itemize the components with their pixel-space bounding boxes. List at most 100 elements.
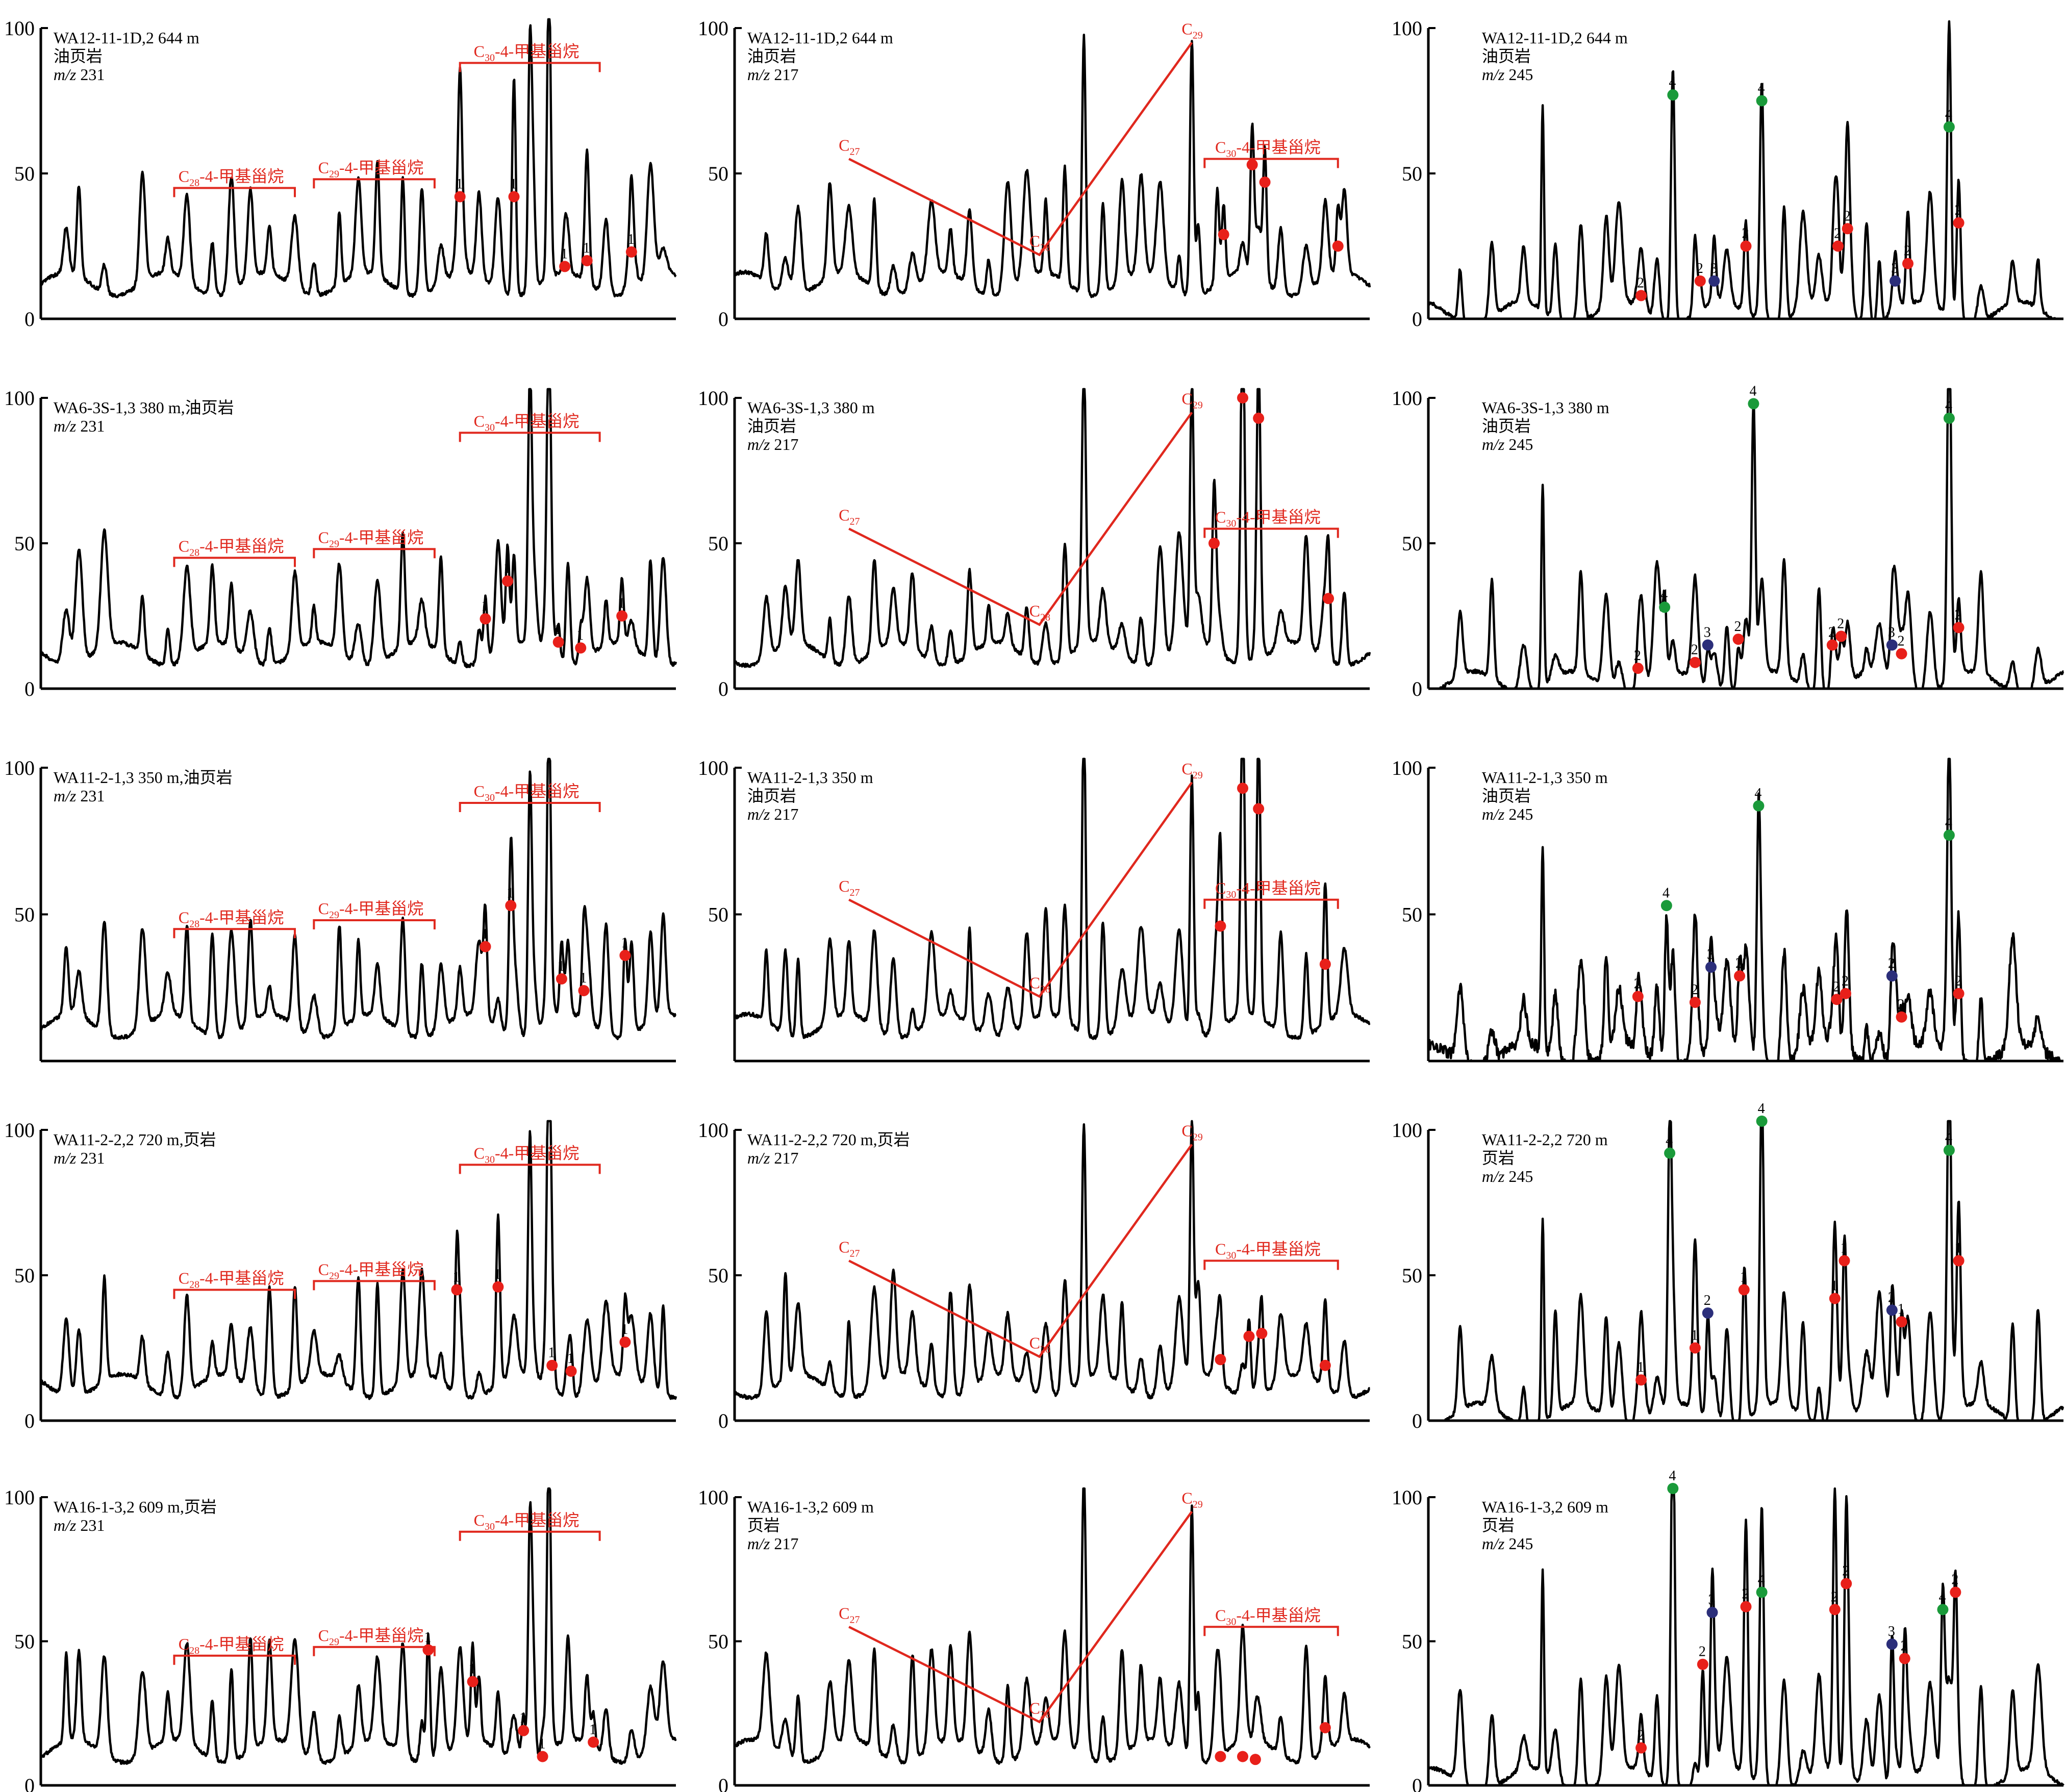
peak-marker xyxy=(578,985,590,996)
peak-number: 1 xyxy=(1740,1270,1747,1285)
chromatogram-trace xyxy=(734,1120,1371,1400)
bracket-1: C28-4-甲基甾烷 xyxy=(173,1269,296,1299)
mz-label: m/z 217 xyxy=(747,805,798,823)
chromatogram-trace xyxy=(1427,1120,2064,1422)
peak-number: 4 xyxy=(1663,885,1670,901)
peak-number: 1 xyxy=(469,1661,476,1677)
peak-number: 1 xyxy=(589,1722,596,1737)
peak-number: 1 xyxy=(621,1322,628,1337)
peak-number: 4 xyxy=(1669,74,1676,90)
peak-marker xyxy=(505,900,517,912)
carbon-label: C27 xyxy=(839,1604,860,1625)
chart-panel-10: 0 50 100 WA11-2-2,2 720 m,页岩m/z 231 C28-4-甲基… xyxy=(4,1119,677,1432)
peak-number: 3 xyxy=(1710,261,1717,276)
bracket-1: C30-4-甲基甾烷 xyxy=(1203,1240,1339,1270)
bracket-label: C30-4-甲基甾烷 xyxy=(1215,508,1321,529)
mz-label: m/z 245 xyxy=(1482,1167,1533,1185)
y-tick-label: 100 xyxy=(4,17,35,40)
carbon-label: C27 xyxy=(839,506,860,527)
peak-marker xyxy=(1689,997,1701,1008)
peak-number: 1 xyxy=(548,1345,555,1361)
peak-number: 2 xyxy=(1842,1563,1849,1579)
peak-number: 1 xyxy=(507,885,514,901)
peak-marker xyxy=(1950,1586,1961,1598)
y-tick-label: 0 xyxy=(718,677,728,700)
peak-marker xyxy=(1708,275,1720,287)
lithology-label: 页岩 xyxy=(1482,1516,1515,1534)
peak-marker xyxy=(1705,962,1717,973)
y-tick-label: 50 xyxy=(1402,1264,1422,1287)
bracket-label: C30-4-甲基甾烷 xyxy=(474,42,580,63)
y-tick-label: 100 xyxy=(1392,387,1422,410)
carbon-label: C27 xyxy=(839,136,860,158)
bracket-label: C30-4-甲基甾烷 xyxy=(1215,1240,1321,1261)
peak-number: 3 xyxy=(1888,1624,1895,1639)
carbon-label: C27 xyxy=(839,877,860,898)
carbon-label: C29 xyxy=(1181,390,1202,411)
peak-marker xyxy=(1943,121,1955,133)
peak-marker xyxy=(1215,1751,1226,1762)
carbon-label: C28 xyxy=(1029,232,1050,254)
sample-label: WA12-11-1D,2 644 m xyxy=(54,29,199,47)
y-tick-label: 100 xyxy=(1392,17,1422,40)
peak-number: 2 xyxy=(1951,1572,1958,1587)
peak-number: 1 xyxy=(567,1351,574,1367)
peak-number: 1 xyxy=(510,176,517,192)
bracket-label: C30-4-甲基甾烷 xyxy=(1215,138,1321,160)
carbon-label: C29 xyxy=(1181,760,1202,781)
peak-number: 2 xyxy=(1735,955,1743,971)
peak-marker xyxy=(1896,1011,1907,1023)
bracket-1: C30-4-甲基甾烷 xyxy=(1203,1606,1339,1636)
peak-marker xyxy=(1256,1328,1268,1339)
peak-number: 3 xyxy=(1891,261,1898,276)
peak-marker xyxy=(1756,1586,1768,1598)
peak-number: 1 xyxy=(494,1267,501,1282)
y-tick-label: 50 xyxy=(1402,532,1422,555)
bracket-label: C30-4-甲基甾烷 xyxy=(474,412,580,433)
peak-marker xyxy=(1689,657,1701,668)
sample-label: WA11-2-2,2 720 m xyxy=(1482,1130,1608,1149)
y-tick-label: 50 xyxy=(708,903,728,926)
chromatogram-trace xyxy=(734,388,1371,668)
sample-label: WA12-11-1D,2 644 m xyxy=(1482,29,1628,47)
y-tick-label: 50 xyxy=(708,162,728,185)
peak-marker xyxy=(1208,538,1220,549)
chromatogram-trace xyxy=(734,1487,1371,1765)
mz-label: m/z 217 xyxy=(747,435,798,453)
peak-number: 2 xyxy=(1831,1589,1838,1605)
peak-marker xyxy=(1319,958,1331,970)
peak-marker xyxy=(508,191,520,203)
y-tick-label: 100 xyxy=(4,1486,35,1509)
peak-marker xyxy=(1659,601,1671,613)
y-tick-label: 100 xyxy=(4,387,35,410)
carbon-label: C28 xyxy=(1029,1334,1050,1355)
y-tick-label: 100 xyxy=(4,1119,35,1142)
peak-number: 1 xyxy=(1955,1241,1962,1256)
sample-label: WA11-2-1,3 350 m xyxy=(747,768,873,787)
peak-marker xyxy=(1689,1342,1701,1354)
carbon-label: C29 xyxy=(1181,1488,1202,1510)
peak-marker xyxy=(1826,639,1838,651)
peak-number: 2 xyxy=(1734,619,1742,635)
y-tick-label: 0 xyxy=(24,677,35,700)
bracket-label: C29-4-甲基甾烷 xyxy=(318,158,424,180)
chromatogram-trace xyxy=(1427,388,2064,690)
y-tick-label: 100 xyxy=(698,17,728,40)
lithology-label: 油页岩 xyxy=(54,47,103,65)
bracket-2: C29-4-甲基甾烷 xyxy=(313,1626,436,1656)
sample-label: WA11-2-1,3 350 m xyxy=(1482,768,1608,787)
peak-number: 2 xyxy=(1833,979,1840,995)
bracket-2: C29-4-甲基甾烷 xyxy=(313,158,436,189)
mz-label: m/z 231 xyxy=(54,787,105,805)
peak-marker xyxy=(619,1336,631,1348)
peak-number: 4 xyxy=(1754,786,1761,801)
peak-marker xyxy=(1953,217,1965,229)
peak-number: 4 xyxy=(1666,1133,1673,1149)
y-tick-label: 100 xyxy=(1392,756,1422,779)
bracket-3: C30-4-甲基甾烷 xyxy=(459,1511,601,1541)
peak-marker xyxy=(1953,988,1965,999)
peak-number: 2 xyxy=(1742,226,1749,242)
bracket-1: C28-4-甲基甾烷 xyxy=(173,908,296,939)
